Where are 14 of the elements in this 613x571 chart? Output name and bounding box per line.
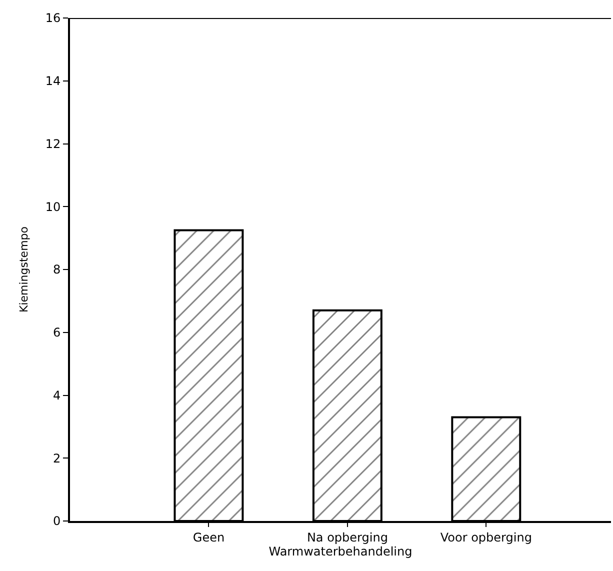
y-tick-label: 4 (52, 388, 61, 402)
y-tick-label: 2 (52, 451, 61, 466)
x-axis-title: Warmwaterbehandeling (268, 544, 412, 558)
y-tick-label: 10 (45, 200, 61, 214)
y-axis-title: Kiemingstempo (17, 226, 30, 313)
y-tick-label: 14 (45, 74, 61, 88)
x-tick-label: Geen (192, 530, 225, 544)
y-tick-label: 6 (52, 326, 61, 340)
x-tick-label: Na opberging (306, 530, 388, 544)
y-tick-label: 16 (45, 11, 61, 26)
x-tick-label: Voor opberging (440, 530, 532, 544)
y-tick-label: 8 (52, 262, 61, 277)
y-tick-label: 0 (52, 514, 61, 528)
y-tick-label: 12 (45, 136, 61, 151)
